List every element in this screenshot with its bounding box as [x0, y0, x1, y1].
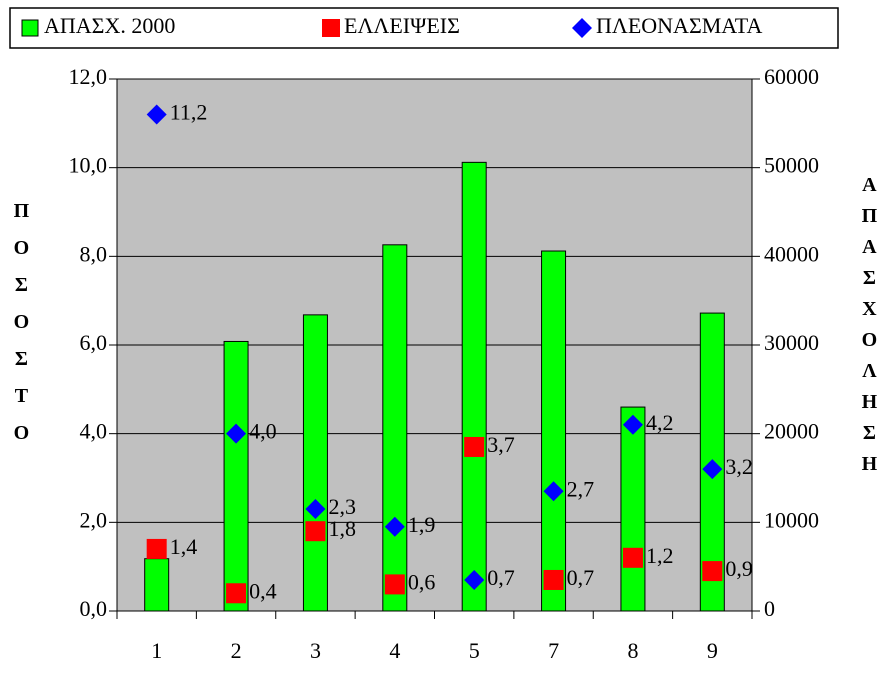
- data-label: 0,7: [567, 565, 595, 590]
- data-label: 1,9: [408, 512, 436, 537]
- bar: [541, 250, 567, 612]
- x-tick-label: 4: [389, 638, 400, 663]
- y-tick-label: 10,0: [69, 153, 108, 178]
- data-label: 1,2: [646, 543, 674, 568]
- point: [146, 104, 167, 125]
- y2-tick-label: 50000: [764, 153, 819, 178]
- y-tick-label: 6,0: [80, 330, 108, 355]
- data-label: 0,6: [408, 569, 436, 594]
- point: [464, 436, 485, 457]
- legend-swatch: [572, 18, 592, 38]
- point: [543, 481, 564, 502]
- x-tick-label: 8: [627, 638, 638, 663]
- y-tick-label: 8,0: [80, 241, 108, 266]
- data-label: 0,4: [249, 578, 277, 603]
- point: [702, 459, 723, 480]
- y-tick-label: 12,0: [69, 64, 108, 89]
- data-label: 1,8: [328, 516, 356, 541]
- legend-swatch: [322, 19, 340, 37]
- x-tick-label: 9: [707, 638, 718, 663]
- y-tick-label: 4,0: [80, 419, 108, 444]
- point: [305, 499, 326, 520]
- data-label: 4,0: [249, 419, 277, 444]
- x-tick-label: 2: [231, 638, 242, 663]
- point: [464, 569, 485, 590]
- y2-tick-label: 40000: [764, 241, 819, 266]
- y-tick-label: 2,0: [80, 507, 108, 532]
- point: [384, 516, 405, 537]
- legend-label: ΠΛΕΟΝΑΣΜΑΤΑ: [596, 13, 762, 38]
- y-tick-label: 0,0: [80, 596, 108, 621]
- data-label: 0,9: [725, 556, 753, 581]
- x-tick-label: 7: [548, 638, 559, 663]
- data-label: 2,7: [567, 476, 595, 501]
- data-label: 4,2: [646, 410, 674, 435]
- y2-axis-label: ΑΠΑΣΧΟΛΗΣΗ: [858, 174, 880, 484]
- bar: [620, 406, 646, 612]
- x-tick-label: 1: [151, 638, 162, 663]
- bar: [144, 558, 170, 612]
- bar: [302, 314, 328, 612]
- point: [305, 521, 326, 542]
- point: [702, 561, 723, 582]
- legend-swatch: [21, 19, 39, 37]
- bar: [461, 161, 487, 612]
- y2-tick-label: 20000: [764, 419, 819, 444]
- y-axis-label: ΠΟΣΟΣΤΟ: [10, 200, 32, 459]
- y2-tick-label: 60000: [764, 64, 819, 89]
- data-label: 3,7: [487, 432, 515, 457]
- point: [226, 583, 247, 604]
- point: [622, 547, 643, 568]
- legend-label: ΕΛΛΕΙΨΕΙΣ: [344, 13, 460, 38]
- bar: [223, 340, 249, 612]
- y2-tick-label: 30000: [764, 330, 819, 355]
- point: [543, 569, 564, 590]
- bar: [382, 244, 408, 612]
- data-label: 0,7: [487, 565, 515, 590]
- data-label: 1,4: [170, 534, 198, 559]
- y2-tick-label: 0: [764, 596, 775, 621]
- point: [622, 414, 643, 435]
- legend-box: [9, 7, 839, 49]
- point: [384, 574, 405, 595]
- legend-label: ΑΠΑΣΧ. 2000: [44, 13, 175, 38]
- data-label: 11,2: [170, 100, 208, 125]
- data-label: 3,2: [725, 454, 753, 479]
- point: [146, 538, 167, 559]
- x-tick-label: 3: [310, 638, 321, 663]
- point: [226, 423, 247, 444]
- data-label: 2,3: [328, 494, 356, 519]
- x-tick-label: 5: [469, 638, 480, 663]
- y2-tick-label: 10000: [764, 507, 819, 532]
